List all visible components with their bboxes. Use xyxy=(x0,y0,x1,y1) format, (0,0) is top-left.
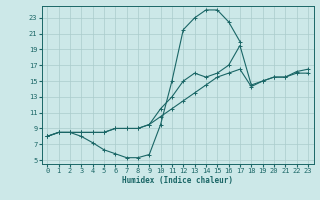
X-axis label: Humidex (Indice chaleur): Humidex (Indice chaleur) xyxy=(122,176,233,185)
